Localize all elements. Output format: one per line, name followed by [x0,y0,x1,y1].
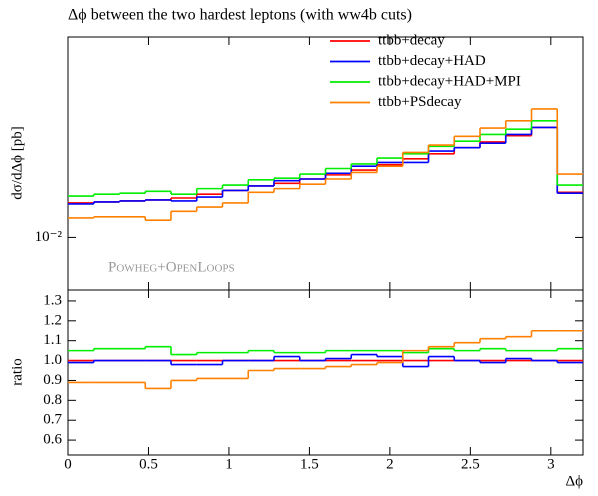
plot-frame [67,289,584,456]
legend-label: ttbb+decay+HAD [378,53,486,69]
legend-label: ttbb+PSdecay [378,94,462,110]
y-tick-label: 1.1 [43,332,62,348]
y-axis-label: dσ/dΔϕ [pb] [9,126,25,200]
y-tick-label: 1.2 [43,312,62,328]
y-tick-label: 0.8 [43,392,62,408]
x-tick-label: 3 [547,456,555,472]
y-tick-label: 0.9 [43,372,62,388]
x-tick-label: 2 [386,456,394,472]
y-tick-label: 1.0 [43,352,62,368]
y-tick-label: 10⁻² [35,229,63,245]
legend-label: ttbb+decay+HAD+MPI [378,73,521,89]
x-tick-label: 2.5 [461,456,480,472]
x-tick-label: 1.5 [300,456,319,472]
chart-title: Δϕ between the two hardest leptons (with… [68,7,412,24]
annotation: Powheg+OpenLoops [108,259,235,275]
x-tick-label: 1 [225,456,233,472]
legend-label: ttbb+decay [378,32,445,48]
y-tick-label: 0.6 [43,432,62,448]
y-tick-label: 0.7 [43,412,62,428]
x-tick-label: 0 [64,456,72,472]
x-axis-label: Δϕ [565,473,583,489]
y-axis-label: ratio [9,358,25,386]
y-tick-label: 1.3 [43,292,62,308]
x-tick-label: 0.5 [139,456,158,472]
